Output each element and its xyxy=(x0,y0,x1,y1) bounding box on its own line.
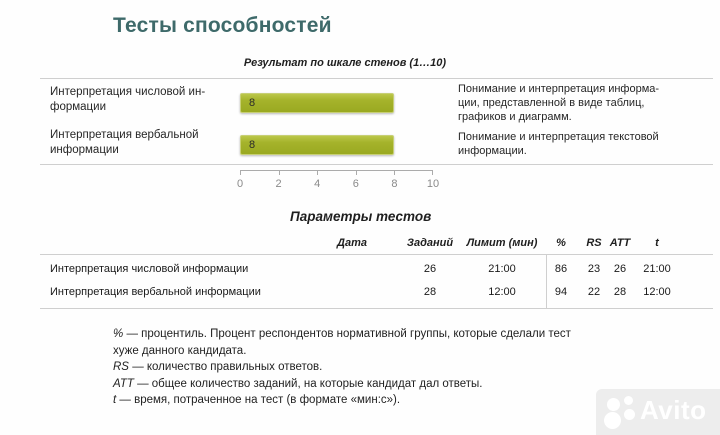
axis-tick xyxy=(355,171,357,175)
cell-test-name: Интерпретация вербальной информации xyxy=(50,286,261,298)
col-header-limit: Лимит (мин) xyxy=(466,237,538,249)
col-header-date: Дата xyxy=(337,237,367,249)
axis-tick-label: 4 xyxy=(314,178,321,190)
cell-limit: 21:00 xyxy=(488,263,516,275)
avito-watermark: Avito xyxy=(596,389,720,435)
watermark-text: Avito xyxy=(640,395,707,425)
axis-tick-label: 10 xyxy=(426,178,440,190)
cell-test-name: Интерпретация числовой информации xyxy=(50,263,249,275)
footnote-percentile: % — процентиль. Процент респондентов нор… xyxy=(113,326,591,359)
col-header-rs: RS xyxy=(586,237,602,249)
footnote-text: — общее количество заданий, на которые к… xyxy=(137,377,483,390)
cell-tasks: 28 xyxy=(423,286,437,298)
cell-percentile: 86 xyxy=(554,263,568,275)
footnote-rs: RS — количество правильных ответов. xyxy=(113,359,591,376)
cell-rs: 23 xyxy=(587,263,601,275)
table-bottom-divider xyxy=(40,308,713,309)
avito-logo-icon xyxy=(604,396,638,429)
axis-tick xyxy=(278,171,280,175)
axis-tick xyxy=(432,171,433,175)
footnote-term: % xyxy=(113,328,124,340)
footnote-att: ATT — общее количество заданий, на котор… xyxy=(113,376,591,393)
axis-tick-label: 8 xyxy=(391,178,398,190)
cell-time: 12:00 xyxy=(643,286,671,298)
axis-tick xyxy=(317,171,319,175)
table-header-divider xyxy=(40,254,713,255)
footnote-text: — время, потраченное на тест (в формате … xyxy=(119,394,401,406)
footnotes: % — процентиль. Процент респондентов нор… xyxy=(113,326,591,409)
cell-rs: 22 xyxy=(587,286,601,298)
cell-time: 21:00 xyxy=(643,263,671,275)
bar-verbal-info: 8 xyxy=(240,135,394,155)
cell-att: 28 xyxy=(613,286,627,298)
footnote-term: t xyxy=(113,394,117,406)
cell-limit: 12:00 xyxy=(488,286,516,298)
bar-value-label: 8 xyxy=(249,97,256,109)
x-axis xyxy=(240,170,433,176)
footnote-text: — процентиль. Процент респондентов норма… xyxy=(113,328,571,357)
col-header-tasks: Заданий xyxy=(406,237,454,249)
table-row: Интерпретация вербальной информации 28 1… xyxy=(0,286,720,300)
chart-subtitle: Результат по шкале стенов (1…10) xyxy=(243,57,447,69)
cell-tasks: 26 xyxy=(423,263,437,275)
axis-tick-label: 0 xyxy=(236,178,244,190)
footnote-term: RS xyxy=(113,361,129,373)
footnote-text: — количество правильных ответов. xyxy=(132,361,323,373)
cell-att: 26 xyxy=(613,263,627,275)
table-vertical-divider xyxy=(546,254,547,308)
table-title: Параметры тестов xyxy=(290,209,432,224)
col-header-percentile: % xyxy=(556,237,566,249)
bar-category-label: Интерпретация вербальной информации xyxy=(50,129,199,156)
bar-description: Понимание и интерпретация текстовой инфо… xyxy=(458,131,659,157)
col-header-att: ATT xyxy=(609,237,631,249)
bar-description: Понимание и интерпретация информа- ции, … xyxy=(458,83,660,123)
x-axis-labels: 0 2 4 6 8 10 xyxy=(237,178,439,192)
axis-tick xyxy=(394,171,396,175)
axis-tick xyxy=(240,171,241,175)
col-header-time: t xyxy=(655,237,659,249)
table-header-row: Дата Заданий Лимит (мин) % RS ATT t xyxy=(0,237,720,251)
bar-value-label: 8 xyxy=(249,139,256,151)
cell-percentile: 94 xyxy=(554,286,568,298)
footnote-term: ATT xyxy=(113,377,134,390)
axis-tick-label: 6 xyxy=(352,178,359,190)
footnote-time: t — время, потраченное на тест (в формат… xyxy=(113,392,591,409)
bar-numeric-info: 8 xyxy=(240,93,394,113)
divider-chart-bottom xyxy=(40,164,713,165)
page-title: Тесты способностей xyxy=(113,14,332,37)
table-row: Интерпретация числовой информации 26 21:… xyxy=(0,263,720,277)
divider-top xyxy=(40,78,713,79)
axis-tick-label: 2 xyxy=(275,178,282,190)
bar-category-label: Интерпретация числовой ин- формации xyxy=(50,86,206,113)
